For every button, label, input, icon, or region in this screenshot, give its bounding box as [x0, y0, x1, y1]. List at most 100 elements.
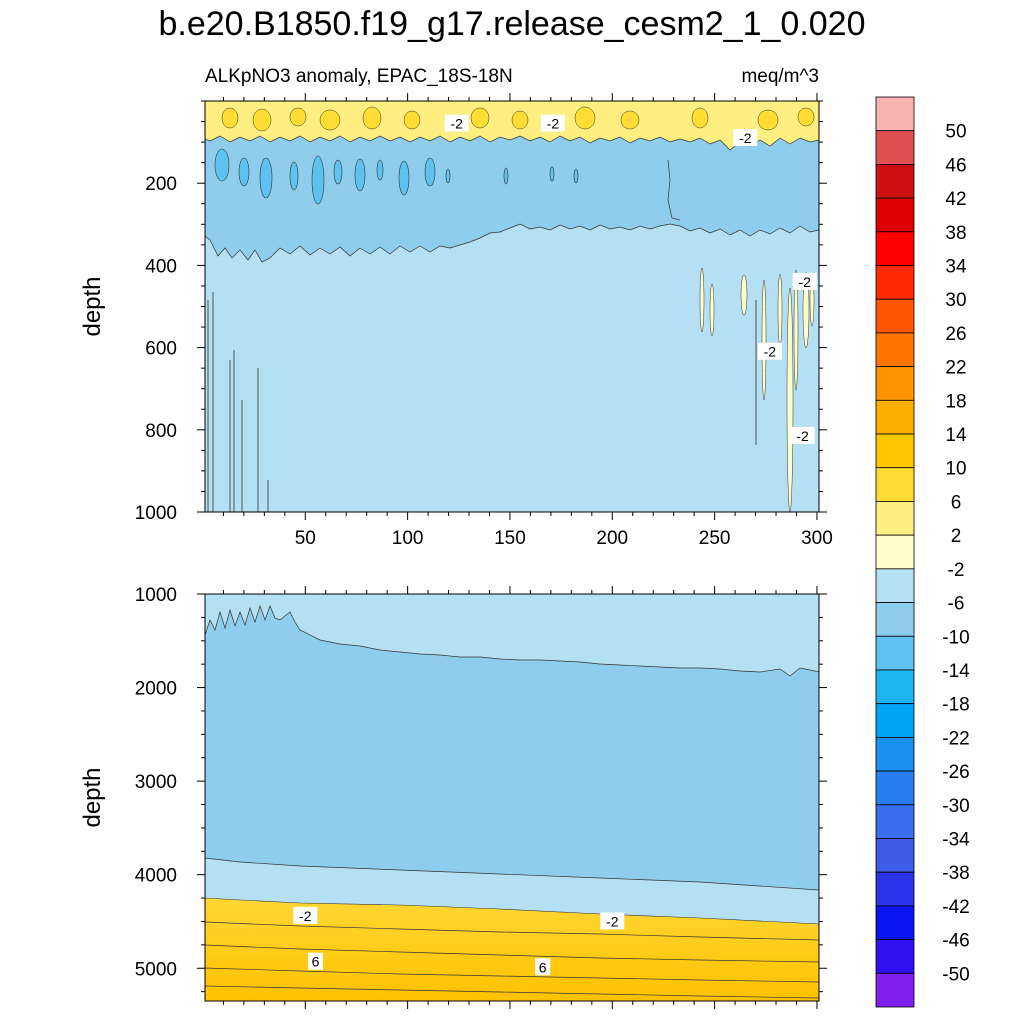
colorbar-swatch [875, 433, 915, 469]
x-tick-label: 150 [494, 528, 526, 549]
colorbar-swatch [875, 265, 915, 300]
x-tick-label: 250 [699, 528, 731, 549]
colorbar-label: 38 [945, 223, 966, 244]
lower-contour-lines [205, 921, 819, 999]
x-tick-label: 100 [392, 528, 424, 549]
colorbar-label: 26 [945, 324, 966, 345]
colorbar-label: 34 [945, 257, 967, 278]
colorbar-swatch [875, 905, 915, 940]
y-axis-label: depth [79, 276, 106, 336]
colorbar-swatch [875, 736, 915, 772]
contour-label-text: -2 [606, 913, 619, 929]
left-subtitle: ALKpNO3 anomaly, EPAC_18S-18N [205, 66, 513, 87]
y-tick-label: 800 [145, 421, 177, 442]
colorbar-label: -2 [948, 560, 965, 581]
contour-label-text: -2 [764, 344, 777, 360]
contour-label-text: 6 [539, 959, 547, 975]
colorbar-label: -6 [948, 594, 965, 615]
colorbar-swatch [875, 568, 915, 603]
upper-depth-panel: -2 -2 -2 -2 -2 -2 50 100 150 200 250 300 200 400 600 8… [79, 93, 833, 549]
colorbar-swatch [875, 164, 915, 199]
colorbar-swatch [875, 838, 915, 873]
contour-label: 6 [308, 952, 324, 970]
colorbar-label: 46 [945, 155, 966, 176]
colorbar-swatch [875, 770, 915, 806]
colorbar-label: -22 [942, 728, 969, 749]
colorbar-swatch [875, 298, 915, 334]
colorbar-label: -42 [942, 897, 969, 918]
colorbar-swatch [875, 534, 915, 570]
y-tick-label: 4000 [135, 866, 177, 887]
contour-label-text: 6 [312, 954, 320, 970]
contour-label-text: -2 [299, 908, 312, 924]
colorbar-label: -10 [942, 627, 969, 648]
colorbar-swatch [875, 366, 915, 401]
contour-label-text: -2 [451, 116, 464, 132]
colorbar-swatch [875, 939, 915, 974]
upper-deep-streaks [207, 292, 757, 512]
contour-label-text: -2 [547, 116, 560, 132]
colorbar-label: -14 [942, 661, 970, 682]
contour-label-text: -2 [796, 428, 809, 444]
contour-label: 6 [535, 958, 551, 976]
colorbar-swatch [875, 130, 915, 165]
y-tick-label: 600 [145, 339, 177, 360]
colorbar-label: 50 [945, 122, 966, 143]
upper-surface-lobes [221, 106, 815, 132]
colorbar-label: -30 [942, 796, 969, 817]
colorbar-swatch [875, 501, 915, 536]
colorbar-swatch [875, 871, 915, 907]
y-tick-label: 2000 [135, 679, 177, 700]
colorbar-swatch [875, 467, 915, 502]
colorbar-label: -18 [942, 695, 969, 716]
contour-label: -2 [293, 906, 318, 924]
y-tick-label: 400 [145, 256, 177, 277]
upper-strong-negative-cells [214, 148, 579, 205]
lower-plot-frame [204, 593, 820, 1002]
y-tick-label: 1000 [135, 503, 177, 524]
colorbar: 50 46 42 38 34 30 26 22 18 14 10 6 2 -2 -6 -10 -14 -18 -22… [875, 96, 970, 1008]
y-tick-label: 3000 [135, 772, 177, 793]
units-subtitle: meq/m^3 [741, 66, 819, 87]
colorbar-label: -46 [942, 931, 969, 952]
colorbar-swatch [875, 703, 915, 738]
lower-mid-band [205, 604, 819, 891]
x-tick-label: 300 [801, 528, 833, 549]
colorbar-label: 22 [945, 358, 966, 379]
y-tick-label: 1000 [135, 585, 177, 606]
colorbar-label: 14 [945, 425, 967, 446]
colorbar-swatch [875, 231, 915, 266]
colorbar-swatch [875, 197, 915, 233]
y-tick-label: 5000 [135, 959, 177, 980]
colorbar-swatch [875, 804, 915, 839]
colorbar-swatch [875, 399, 915, 435]
contour-label-text: -2 [798, 274, 811, 290]
colorbar-swatch [875, 669, 915, 705]
contour-label: -2 [792, 272, 817, 290]
colorbar-label: 42 [945, 189, 966, 210]
colorbar-swatch [875, 332, 915, 368]
colorbar-label: -34 [942, 829, 970, 850]
x-tick-label: 200 [596, 528, 628, 549]
upper-front-line [667, 159, 681, 221]
lower-depth-panel: -2 -2 6 6 1000 2000 3000 4000 5000 depth [79, 585, 827, 1009]
colorbar-label: -26 [942, 762, 969, 783]
colorbar-label: 30 [945, 290, 966, 311]
contour-label: -2 [600, 912, 625, 930]
colorbar-label: 18 [945, 391, 966, 412]
y-axis-label: depth [79, 767, 106, 827]
contour-label: -2 [733, 128, 758, 146]
colorbar-label: -50 [942, 964, 969, 985]
x-tick-label: 50 [295, 528, 316, 549]
colorbar-label: 6 [951, 492, 962, 513]
colorbar-label: 2 [951, 526, 962, 547]
contour-label: -2 [444, 114, 469, 132]
upper-weak-anomaly-streaks [699, 267, 815, 512]
colorbar-swatch [875, 602, 915, 637]
y-tick-label: 200 [145, 174, 177, 195]
colorbar-swatch [875, 635, 915, 671]
chart-title: b.e20.B1850.f19_g17.release_cesm2_1_0.02… [158, 5, 865, 43]
colorbar-label: -38 [942, 863, 969, 884]
contour-label: -2 [790, 426, 815, 444]
